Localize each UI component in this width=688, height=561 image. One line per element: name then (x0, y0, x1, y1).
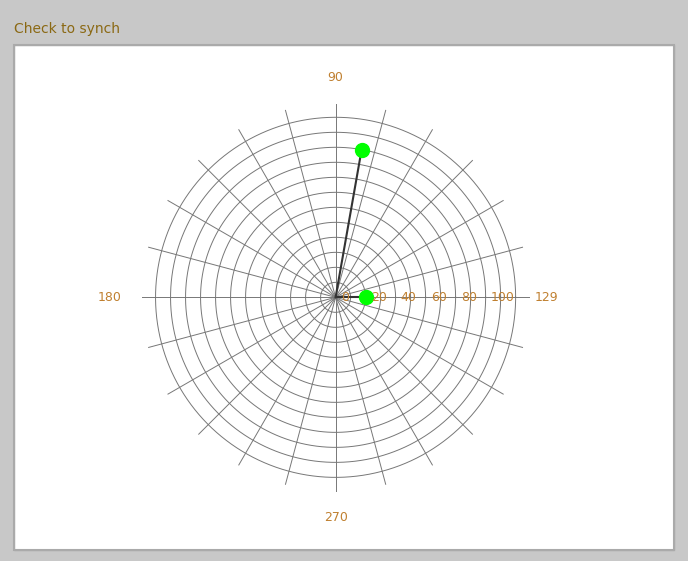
Text: 129: 129 (534, 291, 558, 304)
Text: 100: 100 (491, 291, 515, 304)
Text: 40: 40 (400, 291, 416, 304)
Text: 20: 20 (371, 291, 387, 304)
Text: 0: 0 (341, 291, 349, 304)
Text: 90: 90 (327, 71, 343, 84)
Text: Check to synch: Check to synch (14, 22, 120, 36)
Text: 180: 180 (98, 291, 122, 304)
Text: 60: 60 (431, 291, 447, 304)
Text: 270: 270 (323, 511, 347, 524)
Text: 80: 80 (461, 291, 477, 304)
